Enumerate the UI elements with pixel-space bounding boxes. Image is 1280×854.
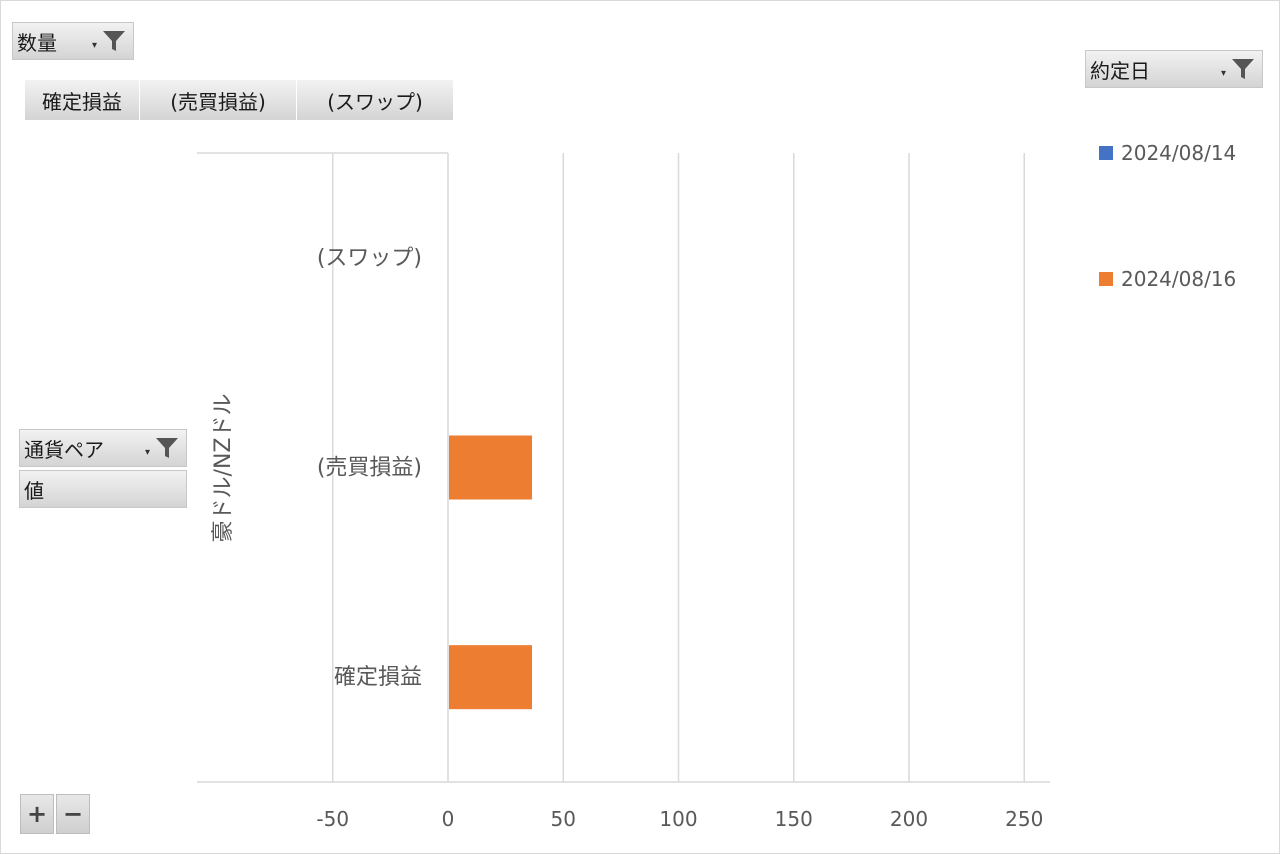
bar-2[interactable]: [449, 645, 532, 710]
x-tick-label: 150: [775, 807, 813, 831]
dropdown-arrow-icon: ▾: [1220, 67, 1226, 79]
legend-entry-1[interactable]: 2024/08/14: [1099, 141, 1236, 165]
value-field-label: 数量: [17, 30, 57, 55]
category-field-2-label: (売買損益): [170, 89, 266, 114]
legend-entry-2[interactable]: 2024/08/16: [1099, 267, 1236, 291]
category-field-2[interactable]: (売買損益): [140, 80, 297, 120]
x-tick-label: 200: [890, 807, 928, 831]
x-tick-label: 100: [659, 807, 697, 831]
values-field-button[interactable]: 値: [19, 470, 187, 508]
category-field-1[interactable]: 確定損益: [25, 80, 140, 120]
collapse-button-label: −: [62, 800, 84, 828]
dropdown-arrow-icon: ▾: [91, 39, 97, 51]
legend-field-button[interactable]: 約定日 ▾: [1085, 50, 1263, 88]
category-label: (スワップ): [317, 246, 422, 271]
group-label: 豪ドル/NZドル: [211, 394, 236, 543]
x-tick-label: 250: [1005, 807, 1043, 831]
x-tick-label: 50: [551, 807, 576, 831]
category-field-3-label: (スワップ): [327, 89, 423, 114]
expand-button-label: +: [26, 800, 48, 828]
axis-field-label: 通貨ペア: [24, 437, 104, 462]
category-label: 確定損益: [334, 665, 422, 690]
category-label: (売買損益): [317, 456, 422, 481]
expand-button[interactable]: +: [20, 794, 54, 834]
legend-label-2: 2024/08/16: [1121, 267, 1237, 291]
category-field-3[interactable]: (スワップ): [297, 80, 454, 120]
x-tick-label: 0: [442, 807, 455, 831]
filter-icon[interactable]: [154, 435, 180, 461]
collapse-button[interactable]: −: [56, 794, 90, 834]
filter-icon[interactable]: [101, 28, 127, 54]
x-tick-label: -50: [316, 807, 349, 831]
legend-swatch-2: [1099, 272, 1113, 286]
values-field-label: 値: [24, 478, 44, 503]
legend-field-label: 約定日: [1090, 58, 1150, 83]
category-field-1-label: 確定損益: [42, 89, 122, 114]
legend-label-1: 2024/08/14: [1121, 141, 1237, 165]
dropdown-arrow-icon: ▾: [144, 446, 150, 458]
axis-field-button[interactable]: 通貨ペア ▾: [19, 429, 187, 467]
filter-icon[interactable]: [1230, 56, 1256, 82]
value-field-button[interactable]: 数量 ▾: [12, 22, 134, 60]
bar-2[interactable]: [449, 435, 532, 500]
legend-swatch-1: [1099, 146, 1113, 160]
